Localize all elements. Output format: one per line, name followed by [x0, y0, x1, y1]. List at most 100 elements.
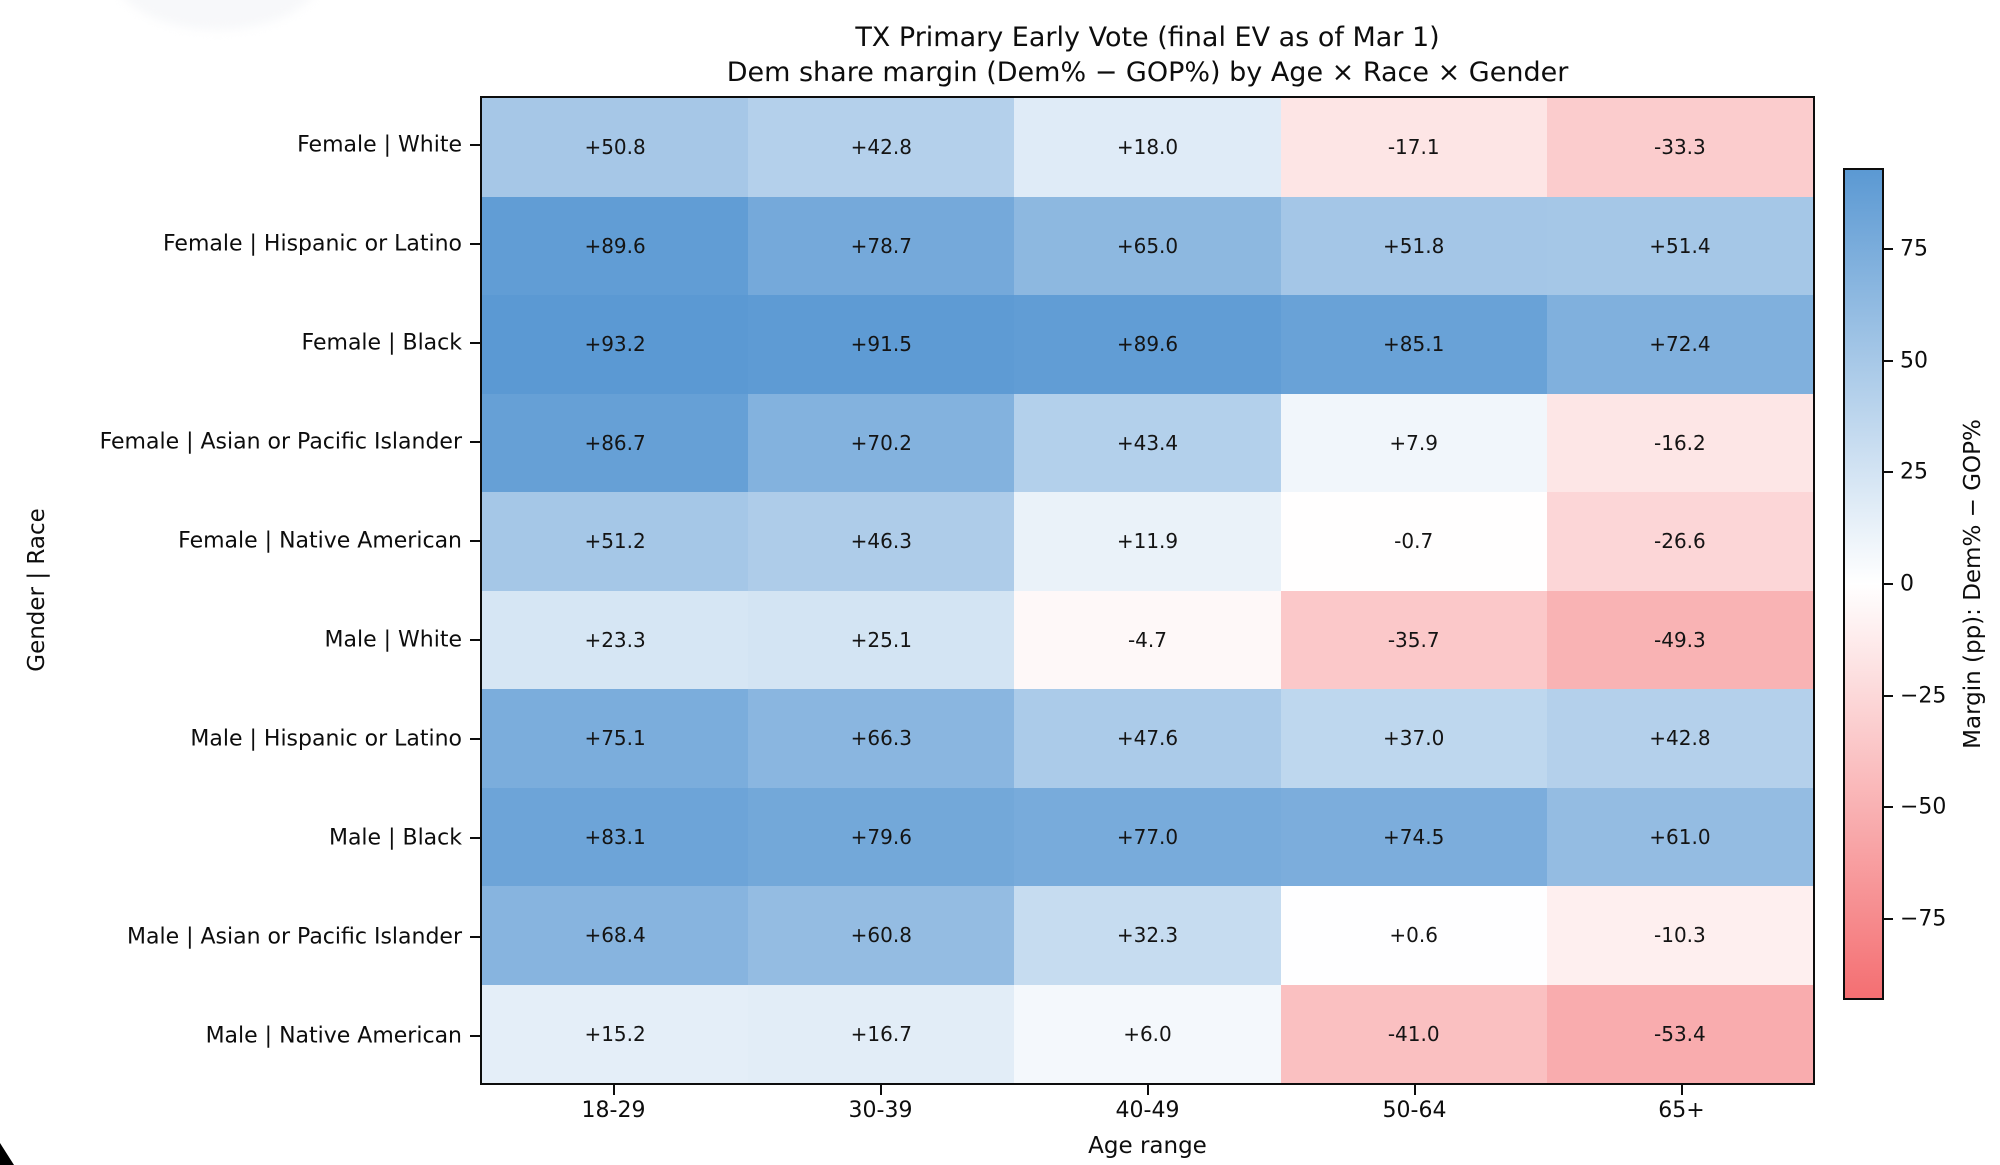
heatmap-cell: +11.9	[1014, 492, 1281, 591]
x-tick-label: 18-29	[581, 1098, 646, 1123]
heatmap-cell: +0.6	[1280, 886, 1547, 985]
heatmap-cell-value: +15.2	[584, 1021, 646, 1046]
y-tick	[470, 243, 480, 246]
heatmap-cell-value: +65.0	[1116, 233, 1179, 258]
colorbar-tick	[1884, 917, 1893, 920]
y-tick	[470, 540, 480, 543]
colorbar-tick	[1884, 583, 1893, 585]
heatmap-cell: -4.7	[1014, 590, 1281, 689]
x-tick-label: 50-64	[1382, 1098, 1447, 1123]
y-tick	[470, 342, 480, 345]
plot-area: +50.8 +42.8 +18.0 -17.1 -33.3 +89.6 +78.7 +65.0…	[480, 96, 1815, 1085]
y-tick-label: Female | Hispanic or Latino	[162, 231, 462, 257]
heatmap-cell: +79.6	[748, 787, 1015, 886]
heatmap-cell-value: +78.7	[850, 233, 912, 258]
heatmap-cell: -0.7	[1280, 492, 1547, 591]
y-tick	[470, 1034, 480, 1037]
heatmap-cell-value: -0.7	[1394, 529, 1434, 554]
colorbar-tick-label: −75	[1900, 906, 1947, 932]
heatmap-cell: +15.2	[482, 984, 749, 1083]
y-axis-label: Gender | Race	[24, 508, 50, 672]
heatmap-cell-value: +70.2	[850, 430, 912, 455]
heatmap-cell-value: +60.8	[850, 923, 912, 948]
y-tick	[470, 836, 480, 839]
heatmap-cell-value: +93.2	[584, 332, 646, 357]
heatmap-cell: +37.0	[1280, 689, 1547, 788]
y-tick	[470, 935, 480, 938]
y-tick-label: Male | White	[324, 627, 462, 653]
heatmap-cell: +66.3	[748, 689, 1015, 788]
heatmap-cell-value: +85.1	[1383, 332, 1445, 357]
heatmap-cell-value: +6.0	[1123, 1021, 1172, 1046]
x-tick	[1413, 1085, 1416, 1095]
colorbar-tick-label: −50	[1900, 794, 1947, 820]
colorbar-tick	[1884, 694, 1893, 697]
heatmap-cell: -33.3	[1546, 98, 1813, 197]
heatmap-cell: -53.4	[1546, 984, 1813, 1083]
heatmap-cell: +25.1	[748, 590, 1015, 689]
heatmap-cell-value: +75.1	[584, 726, 646, 751]
heatmap-cell-value: +89.6	[1116, 332, 1179, 357]
heatmap-cell-value: +46.3	[850, 529, 912, 554]
heatmap-cell-value: -49.3	[1654, 627, 1706, 652]
y-tick-label: Female | Black	[301, 330, 462, 356]
heatmap-cell: +72.4	[1546, 295, 1813, 394]
x-tick-label: 30-39	[848, 1098, 913, 1123]
heatmap-cell-value: +61.0	[1649, 824, 1711, 849]
heatmap-cell: +7.9	[1280, 393, 1547, 492]
heatmap-cell-value: +11.9	[1116, 529, 1179, 554]
x-tick-label: 40-49	[1115, 1098, 1180, 1123]
colorbar-tick-label: −25	[1900, 683, 1947, 709]
heatmap-cell: +51.2	[482, 492, 749, 591]
heatmap-cell: +68.4	[482, 886, 749, 985]
heatmap-cell: +18.0	[1014, 98, 1281, 197]
heatmap-cell: +61.0	[1546, 787, 1813, 886]
heatmap-cell: +23.3	[482, 590, 749, 689]
y-tick-label: Male | Black	[328, 825, 462, 851]
heatmap-cell-value: -10.3	[1654, 923, 1706, 948]
colorbar-tick	[1884, 248, 1893, 251]
heatmap-cell: +89.6	[482, 196, 749, 295]
heatmap-cell-value: +68.4	[584, 923, 646, 948]
heatmap-cell-value: -4.7	[1127, 627, 1167, 652]
heatmap-cell: +93.2	[482, 295, 749, 394]
colorbar-tick	[1884, 471, 1893, 474]
heatmap-cell-value: +16.7	[850, 1021, 912, 1046]
y-tick-label: Female | Native American	[178, 528, 462, 554]
colorbar-tick-label: 0	[1900, 571, 1914, 597]
y-tick-label: Female | Asian or Pacific Islander	[99, 429, 462, 455]
heatmap-cell: +42.8	[748, 98, 1015, 197]
heatmap-cell: -35.7	[1280, 590, 1547, 689]
colorbar-tick-label: 25	[1900, 459, 1928, 485]
heatmap-cell-value: +50.8	[584, 135, 646, 160]
heatmap-cell-value: +7.9	[1389, 430, 1438, 455]
heatmap-cell-value: +23.3	[584, 627, 646, 652]
heatmap-cell-value: +37.0	[1383, 726, 1445, 751]
heatmap-grid: +50.8 +42.8 +18.0 -17.1 -33.3 +89.6 +78.7 +65.0…	[482, 98, 1813, 1083]
colorbar-tick	[1884, 806, 1893, 809]
x-tick	[1146, 1085, 1149, 1095]
heatmap-cell-value: +51.4	[1649, 233, 1711, 258]
x-tick-label: 65+	[1658, 1098, 1705, 1123]
y-tick-label: Male | Native American	[205, 1023, 462, 1049]
heatmap-cell: +6.0	[1014, 984, 1281, 1083]
corner-artifact	[0, 1143, 14, 1165]
chart-title-block: TX Primary Early Vote (final EV as of Ma…	[480, 20, 1815, 90]
x-tick	[879, 1085, 882, 1095]
heatmap-cell-value: -41.0	[1387, 1021, 1440, 1046]
colorbar-tick-label: 75	[1900, 236, 1928, 262]
heatmap-cell: +32.3	[1014, 886, 1281, 985]
heatmap-cell: -49.3	[1546, 590, 1813, 689]
heatmap-cell-value: +0.6	[1389, 923, 1438, 948]
heatmap-cell-value: -16.2	[1654, 430, 1706, 455]
heatmap-cell-value: +89.6	[584, 233, 646, 258]
heatmap-cell-value: +18.0	[1116, 135, 1179, 160]
y-tick-label: Male | Hispanic or Latino	[190, 726, 462, 752]
heatmap-cell: +16.7	[748, 984, 1015, 1083]
colorbar-tick-label: 50	[1900, 348, 1928, 374]
heatmap-cell-value: +79.6	[850, 824, 912, 849]
heatmap-cell: -26.6	[1546, 492, 1813, 591]
heatmap-cell: +86.7	[482, 393, 749, 492]
x-tick	[1680, 1085, 1683, 1095]
heatmap-cell-value: +32.3	[1116, 923, 1179, 948]
